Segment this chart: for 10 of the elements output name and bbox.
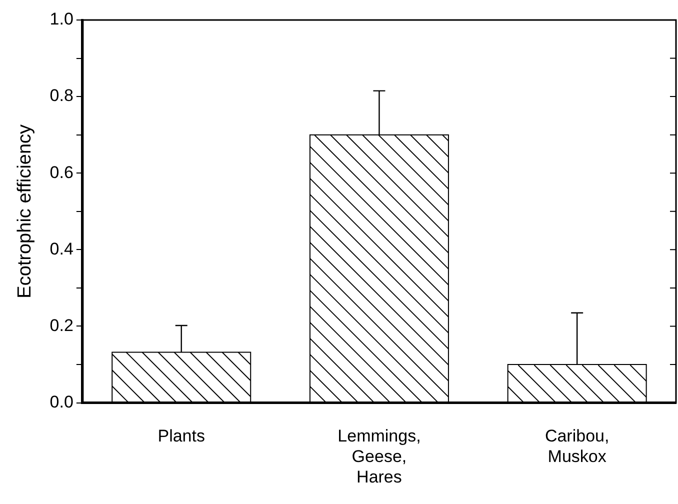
y-tick-label: 0.0 xyxy=(50,392,74,412)
x-tick-label: Lemmings, Geese, Hares xyxy=(338,426,421,486)
y-tick-label: 0.2 xyxy=(50,316,74,335)
y-axis-title: Ecotrophic efficiency xyxy=(14,124,36,298)
y-tick-label: 0.8 xyxy=(50,86,74,106)
y-tick-label: 0.6 xyxy=(50,162,74,182)
y-tick-label: 1.0 xyxy=(50,10,74,29)
y-tick-label: 0.4 xyxy=(50,239,74,258)
x-tick-label: Plants xyxy=(158,426,205,446)
x-tick-label: Caribou, Muskox xyxy=(544,426,610,466)
